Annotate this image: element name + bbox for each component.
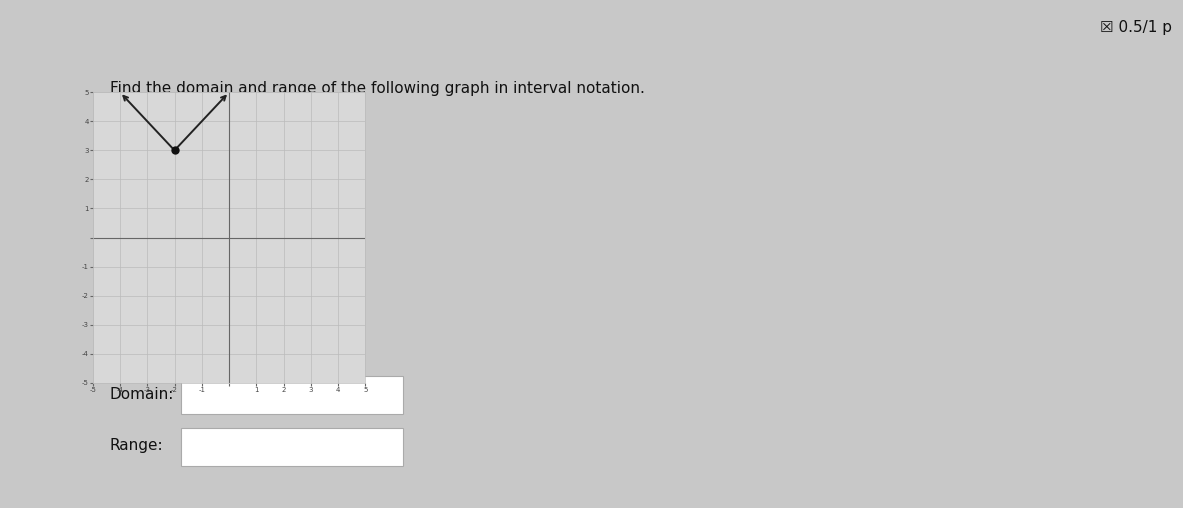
- Text: Range:: Range:: [110, 438, 163, 453]
- FancyBboxPatch shape: [181, 428, 402, 465]
- FancyBboxPatch shape: [181, 376, 402, 414]
- Text: Find the domain and range of the following graph in interval notation.: Find the domain and range of the followi…: [110, 81, 645, 96]
- Text: ☒ 0.5/1 p: ☒ 0.5/1 p: [1100, 20, 1171, 35]
- Text: Domain:: Domain:: [110, 387, 174, 401]
